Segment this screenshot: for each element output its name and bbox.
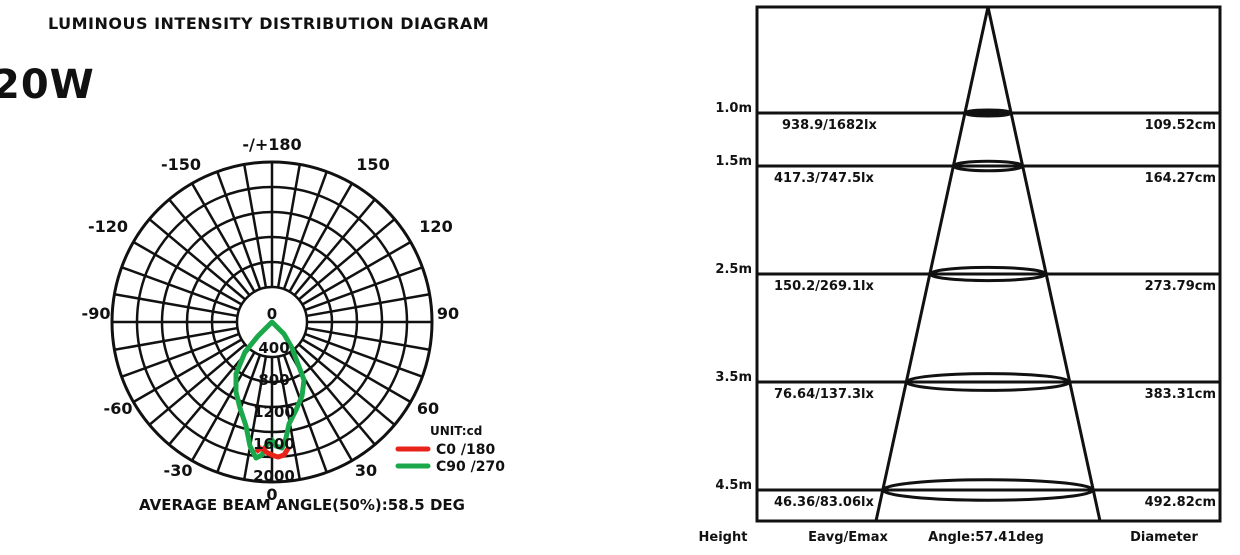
radial-label: 800	[258, 371, 289, 389]
cone-left-edge	[874, 6, 990, 522]
angle-label: -120	[88, 217, 128, 236]
illuminance-label: 76.64/137.3lx	[774, 387, 874, 402]
polar-spoke	[242, 164, 268, 288]
polar-spoke	[276, 164, 302, 288]
polar-spoke	[282, 171, 328, 290]
cone-right-edge	[986, 6, 1102, 522]
cone-ellipse	[928, 265, 1048, 283]
illuminance-label: 417.3/747.5lx	[774, 171, 874, 186]
angle-label: -90	[82, 304, 111, 323]
cone-frame	[755, 5, 1222, 523]
polar-spoke	[148, 343, 246, 426]
diameter-label: 383.31cm	[1145, 387, 1216, 402]
beam-angle-label: AVERAGE BEAM ANGLE(50%):58.5 DEG	[139, 496, 465, 514]
height-label: 4.5m	[715, 478, 752, 493]
polar-spoke	[301, 240, 412, 306]
radial-label: 1600	[253, 435, 295, 453]
cone-ellipse	[881, 478, 1095, 502]
illuminance-label: 46.36/83.06lx	[774, 495, 874, 510]
polar-spoke	[216, 354, 262, 473]
curve-c0-180-segment	[254, 445, 264, 454]
angle-label: 150	[356, 155, 389, 174]
polar-spoke	[190, 182, 256, 293]
polar-spoke	[306, 326, 430, 352]
polar-spoke	[121, 332, 240, 378]
angle-label: -150	[161, 155, 201, 174]
radial-label: 400	[258, 339, 289, 357]
polar-spoke	[121, 266, 240, 312]
polar-spoke	[132, 338, 243, 404]
cone-ellipse	[904, 372, 1072, 392]
angle-label: -/+180	[242, 135, 301, 154]
curve-c0-180	[260, 445, 292, 460]
polar-spoke	[298, 343, 396, 426]
angle-label: 120	[419, 217, 452, 236]
radial-label: 1200	[253, 403, 295, 421]
unit-label: UNIT:cd	[430, 424, 482, 438]
polar-spoke	[114, 292, 238, 318]
angle-label: -60	[104, 399, 133, 418]
polar-spoke	[293, 348, 376, 446]
curve-c90-270	[233, 319, 307, 461]
polar-spoke	[288, 182, 354, 293]
angle-label: 0	[266, 485, 277, 504]
polar-diagram: -/+180 -150 150 -120 120 -90 90 -60 60 -30 30 0 0 400…	[82, 135, 506, 514]
polar-spoke	[301, 338, 412, 404]
angle-label: 60	[417, 399, 439, 418]
angle-label: 30	[355, 461, 377, 480]
polar-spoke	[282, 354, 328, 473]
height-label: 1.5m	[715, 154, 752, 169]
cone-ellipse	[963, 108, 1013, 118]
polar-spoke	[216, 171, 262, 290]
legend-label: C90 /270	[436, 459, 505, 475]
height-label: 1.0m	[715, 101, 752, 116]
footer-height: Height	[699, 530, 748, 545]
diameter-label: 492.82cm	[1145, 495, 1216, 510]
height-label: 3.5m	[715, 370, 752, 385]
polar-spoke	[304, 332, 423, 378]
polar-spoke	[168, 348, 251, 446]
diagram-title: LUMINOUS INTENSITY DISTRIBUTION DIAGRAM	[48, 14, 490, 33]
polar-spoke	[242, 356, 268, 480]
angle-label: 90	[437, 304, 459, 323]
polar-spoke	[298, 218, 396, 301]
polar-spoke	[304, 266, 423, 312]
diameter-label: 164.27cm	[1145, 171, 1216, 186]
diameter-label: 273.79cm	[1145, 279, 1216, 294]
polar-spoke	[168, 198, 251, 296]
footer-angle: Angle:57.41deg	[928, 530, 1044, 545]
polar-spoke	[190, 351, 256, 462]
polar-spoke	[306, 292, 430, 318]
angle-label: -30	[164, 461, 193, 480]
legend-label: C0 /180	[436, 442, 495, 458]
radial-label: 2000	[253, 467, 295, 485]
cone-ellipse	[951, 159, 1025, 173]
illuminance-label: 938.9/1682lx	[782, 118, 878, 133]
illuminance-label: 150.2/269.1lx	[774, 279, 874, 294]
polar-spoke	[114, 326, 238, 352]
polar-spoke	[293, 198, 376, 296]
polar-spoke	[276, 356, 302, 480]
footer-diameter: Diameter	[1130, 530, 1198, 545]
polar-spoke	[148, 218, 246, 301]
polar-spoke	[132, 240, 243, 306]
power-label: 20W	[0, 62, 95, 108]
center-label: 0	[267, 305, 277, 323]
footer-eavg: Eavg/Emax	[808, 530, 888, 545]
height-label: 2.5m	[715, 262, 752, 277]
diameter-label: 109.52cm	[1145, 118, 1216, 133]
